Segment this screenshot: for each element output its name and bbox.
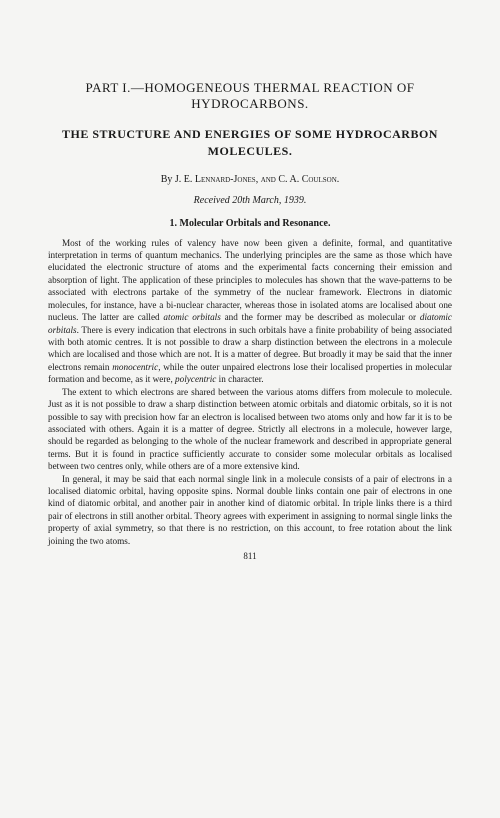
para1-text-e: in character.	[216, 374, 263, 384]
paragraph-3: In general, it may be said that each nor…	[48, 473, 452, 548]
authors: By J. E. Lennard-Jones, and C. A. Coulso…	[48, 174, 452, 185]
author-2: C. A. Coulson	[278, 174, 336, 185]
page-number: 811	[48, 551, 452, 561]
part-title: PART I.—HOMOGENEOUS THERMAL REACTION OF …	[48, 80, 452, 112]
authors-and: , and	[256, 174, 279, 185]
authors-suffix: .	[337, 174, 340, 185]
author-1: J. E. Lennard-Jones	[175, 174, 256, 185]
authors-prefix: By	[161, 174, 175, 185]
para1-italic-3: monocentric	[112, 362, 158, 372]
para1-text-a: Most of the working rules of valency hav…	[48, 238, 452, 323]
received-date: Received 20th March, 1939.	[48, 195, 452, 206]
main-title: THE STRUCTURE AND ENERGIES OF SOME HYDRO…	[48, 126, 452, 160]
para1-italic-1: atomic orbitals	[163, 312, 220, 322]
section-title: 1. Molecular Orbitals and Resonance.	[48, 218, 452, 229]
paragraph-2: The extent to which electrons are shared…	[48, 386, 452, 473]
para1-text-b: and the former may be described as molec…	[221, 312, 420, 322]
para1-italic-4: polycentric	[175, 374, 216, 384]
paragraph-1: Most of the working rules of valency hav…	[48, 237, 452, 386]
